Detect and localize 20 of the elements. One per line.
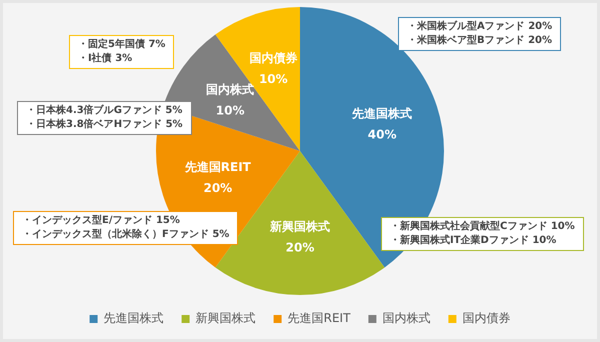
data-label: 10% xyxy=(216,103,244,118)
data-label: 10% xyxy=(258,72,288,86)
legend-label: 新興国株式 xyxy=(196,311,256,326)
text: ・日本株4.3倍ブルGファンド 5% ・日本株3.8倍ベアHファンド 5% xyxy=(17,101,192,135)
legend-label: 先進国REIT xyxy=(288,311,352,326)
text: ・固定5年国債 7% ・I社債 3% xyxy=(69,35,174,69)
legend-label: 国内債券 xyxy=(462,311,510,326)
slice-label: 先進国REIT xyxy=(184,160,252,174)
legend-label: 先進国株式 xyxy=(104,311,164,326)
text: ・インデックス型E/ファンド 15% ・インデックス型（北米除く）Fファンド 5% xyxy=(13,211,238,245)
slice-label: 新興国株式 xyxy=(269,220,330,234)
text: ・新興国株式社会貢献型Cファンド 10% ・新興国株式IT企業Dファンド 10% xyxy=(381,217,584,251)
slice-label: 国内株式 xyxy=(206,82,254,96)
text: ・米国株ブル型Aファンド 20% ・米国株ベア型Bファンド 20% xyxy=(398,17,562,51)
slice-label: 国内債券 xyxy=(249,50,298,65)
data-label: 40% xyxy=(368,127,397,142)
data-label: 20% xyxy=(203,180,232,195)
slice-label: 先進国株式 xyxy=(351,106,412,120)
data-label: 20% xyxy=(286,240,314,255)
legend-label: 国内株式 xyxy=(382,311,430,326)
